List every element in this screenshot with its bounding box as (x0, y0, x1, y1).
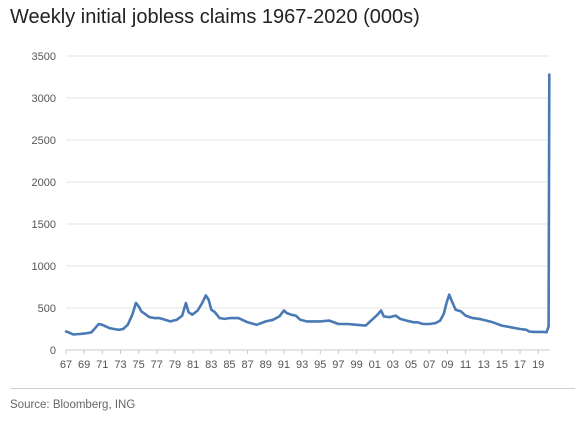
x-tick-label: 85 (223, 359, 235, 371)
x-tick-label: 81 (187, 359, 199, 371)
x-tick-label: 03 (387, 359, 399, 371)
line-chart: 0 500 1000 1500 2000 2500 3000 3500 67 69 71 73 75 7… (32, 51, 551, 371)
x-tick-label: 77 (151, 359, 163, 371)
x-tick-label: 67 (60, 359, 72, 371)
y-tick-label: 0 (50, 345, 56, 357)
footer-divider (10, 388, 575, 389)
y-axis-ticks: 0 500 1000 1500 2000 2500 3000 3500 (32, 51, 56, 357)
y-tick-label: 2000 (32, 177, 56, 189)
x-tick-label: 69 (78, 359, 90, 371)
x-tick-label: 91 (278, 359, 290, 371)
x-axis-ticks: 67 69 71 73 75 77 79 81 83 85 87 89 91 93 95 97 99 01 03 05… (60, 350, 544, 371)
x-tick-label: 01 (369, 359, 381, 371)
x-tick-label: 15 (496, 359, 508, 371)
x-tick-label: 97 (332, 359, 344, 371)
y-tick-label: 3500 (32, 51, 56, 63)
source-note: Source: Bloomberg, ING (10, 399, 136, 411)
x-tick-label: 71 (96, 359, 108, 371)
claims-series-line (64, 73, 551, 336)
chart-title: Weekly initial jobless claims 1967-2020 … (10, 6, 420, 28)
x-tick-label: 75 (133, 359, 145, 371)
x-tick-label: 11 (460, 359, 471, 371)
x-tick-label: 79 (169, 359, 181, 371)
x-tick-label: 17 (514, 359, 526, 371)
x-tick-label: 99 (350, 359, 362, 371)
x-tick-label: 73 (114, 359, 126, 371)
y-tick-label: 1000 (32, 261, 56, 273)
x-tick-label: 87 (241, 359, 253, 371)
x-tick-label: 95 (314, 359, 326, 371)
x-tick-label: 89 (260, 359, 272, 371)
x-tick-label: 07 (423, 359, 435, 371)
x-tick-label: 05 (405, 359, 417, 371)
y-tick-label: 1500 (32, 219, 56, 231)
y-tick-label: 3000 (32, 93, 56, 105)
y-tick-label: 2500 (32, 135, 56, 147)
data-series (64, 73, 551, 336)
x-tick-label: 13 (478, 359, 490, 371)
x-tick-label: 09 (441, 359, 453, 371)
gridlines (66, 55, 550, 351)
x-tick-label: 83 (205, 359, 217, 371)
y-tick-label: 500 (38, 303, 56, 315)
x-tick-label: 93 (296, 359, 308, 371)
x-tick-label: 19 (532, 359, 544, 371)
